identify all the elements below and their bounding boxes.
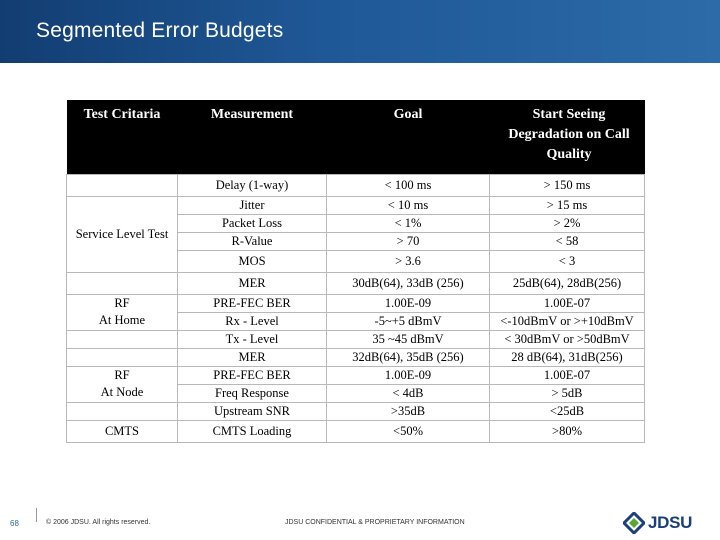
jdsu-logo-icon: [623, 512, 645, 534]
goal-cell: < 4dB: [326, 383, 490, 403]
degradation-cell: > 150 ms: [489, 173, 645, 197]
degradation-cell: > 5dB: [489, 383, 645, 403]
degradation-cell: < 30dBmV or >50dBmV: [489, 329, 645, 349]
group-cell-empty: [66, 329, 178, 349]
degradation-cell: 28 dB(64), 31dB(256): [489, 347, 645, 367]
measurement-cell: Packet Loss: [177, 213, 327, 233]
goal-cell: 35 ~45 dBmV: [326, 329, 490, 349]
slide-title: Segmented Error Budgets: [36, 19, 284, 42]
group-cell-rf-node: RF At Node: [66, 365, 178, 403]
table-row: MER 32dB(64), 35dB (256) 28 dB(64), 31dB…: [66, 347, 645, 367]
group-cell-empty: [66, 271, 178, 295]
table-row: RF At Home PRE-FEC BER 1.00E-09 1.00E-07: [66, 293, 645, 331]
degradation-cell: < 3: [489, 249, 645, 273]
jdsu-logo: JDSU: [623, 511, 715, 535]
copyright-text: © 2006 JDSU. All rights reserved.: [46, 519, 151, 526]
header-goal: Goal: [326, 100, 490, 174]
logo-text: JDSU: [648, 513, 693, 532]
degradation-cell: < 58: [489, 231, 645, 251]
measurement-cell: R-Value: [177, 231, 327, 251]
degradation-cell: <25dB: [489, 401, 645, 421]
header-measurement: Measurement: [177, 100, 327, 174]
degradation-cell: > 15 ms: [489, 195, 645, 215]
degradation-cell: >80%: [489, 419, 645, 443]
group-label-line: RF: [114, 296, 130, 310]
table-row: Upstream SNR >35dB <25dB: [66, 401, 645, 421]
header-test-criteria: Test Critaria: [66, 100, 178, 174]
table-row: CMTS CMTS Loading <50% >80%: [66, 419, 645, 443]
table-row: Rx - Level -5~+5 dBmV <-10dBmV or >+10dB…: [67, 311, 645, 331]
degradation-cell: > 2%: [489, 213, 645, 233]
measurement-cell: Rx - Level: [177, 311, 327, 331]
measurement-cell: Jitter: [177, 195, 327, 215]
degradation-cell: 1.00E-07: [489, 365, 645, 385]
table-row: Freq Response < 4dB > 5dB: [67, 383, 645, 403]
degradation-cell: <-10dBmV or >+10dBmV: [489, 311, 645, 331]
degradation-cell: 1.00E-07: [489, 293, 645, 313]
table-row: Tx - Level 35 ~45 dBmV < 30dBmV or >50dB…: [66, 329, 645, 349]
group-cell-rf-home: RF At Home: [66, 293, 178, 331]
measurement-cell: Freq Response: [177, 383, 327, 403]
page-number: 68: [10, 519, 19, 528]
goal-cell: < 10 ms: [326, 195, 490, 215]
group-cell-empty: [66, 347, 178, 367]
goal-cell: -5~+5 dBmV: [326, 311, 490, 331]
table-row: Delay (1-way) < 100 ms > 150 ms: [66, 173, 645, 197]
error-budget-table: Test Critaria Measurement Goal Start See…: [66, 100, 645, 443]
group-label-line: RF: [114, 368, 130, 382]
group-cell-empty: [66, 401, 178, 421]
header-degradation: Start Seeing Degradation on Call Quality: [489, 100, 645, 174]
group-cell-cmts: CMTS: [66, 419, 178, 443]
measurement-cell: Delay (1-way): [177, 173, 327, 197]
goal-cell: 32dB(64), 35dB (256): [326, 347, 490, 367]
goal-cell: < 1%: [326, 213, 490, 233]
goal-cell: < 100 ms: [326, 173, 490, 197]
table-header-row: Test Critaria Measurement Goal Start See…: [66, 100, 645, 174]
goal-cell: 30dB(64), 33dB (256): [326, 271, 490, 295]
group-label-line: At Node: [100, 385, 144, 399]
header-degradation-text: Start Seeing Degradation on Call Quality: [508, 107, 630, 162]
group-cell-empty: [66, 173, 178, 197]
measurement-cell: Tx - Level: [177, 329, 327, 349]
goal-cell: > 3.6: [326, 249, 490, 273]
goal-cell: >35dB: [326, 401, 490, 421]
footer-divider: [36, 508, 37, 522]
table-row: MER 30dB(64), 33dB (256) 25dB(64), 28dB(…: [66, 271, 645, 295]
goal-cell: 1.00E-09: [326, 293, 490, 313]
degradation-cell: 25dB(64), 28dB(256): [489, 271, 645, 295]
group-cell-service-level: Service Level Test: [66, 195, 178, 273]
title-bar: Segmented Error Budgets: [0, 0, 720, 63]
goal-cell: > 70: [326, 231, 490, 251]
measurement-cell: MER: [177, 347, 327, 367]
table-row: RF At Node PRE-FEC BER 1.00E-09 1.00E-07: [66, 365, 645, 403]
table-row: Service Level Test Jitter < 10 ms > 15 m…: [66, 195, 645, 273]
measurement-cell: Upstream SNR: [177, 401, 327, 421]
goal-cell: <50%: [326, 419, 490, 443]
measurement-cell: MER: [177, 271, 327, 295]
table-row: R-Value > 70 < 58: [67, 231, 645, 251]
measurement-cell: PRE-FEC BER: [177, 293, 327, 313]
goal-cell: 1.00E-09: [326, 365, 490, 385]
measurement-cell: PRE-FEC BER: [177, 365, 327, 385]
confidential-text: JDSU CONFIDENTIAL & PROPRIETARY INFORMAT…: [285, 519, 465, 526]
measurement-cell: MOS: [177, 249, 327, 273]
group-label-line: At Home: [98, 313, 146, 327]
measurement-cell: CMTS Loading: [177, 419, 327, 443]
